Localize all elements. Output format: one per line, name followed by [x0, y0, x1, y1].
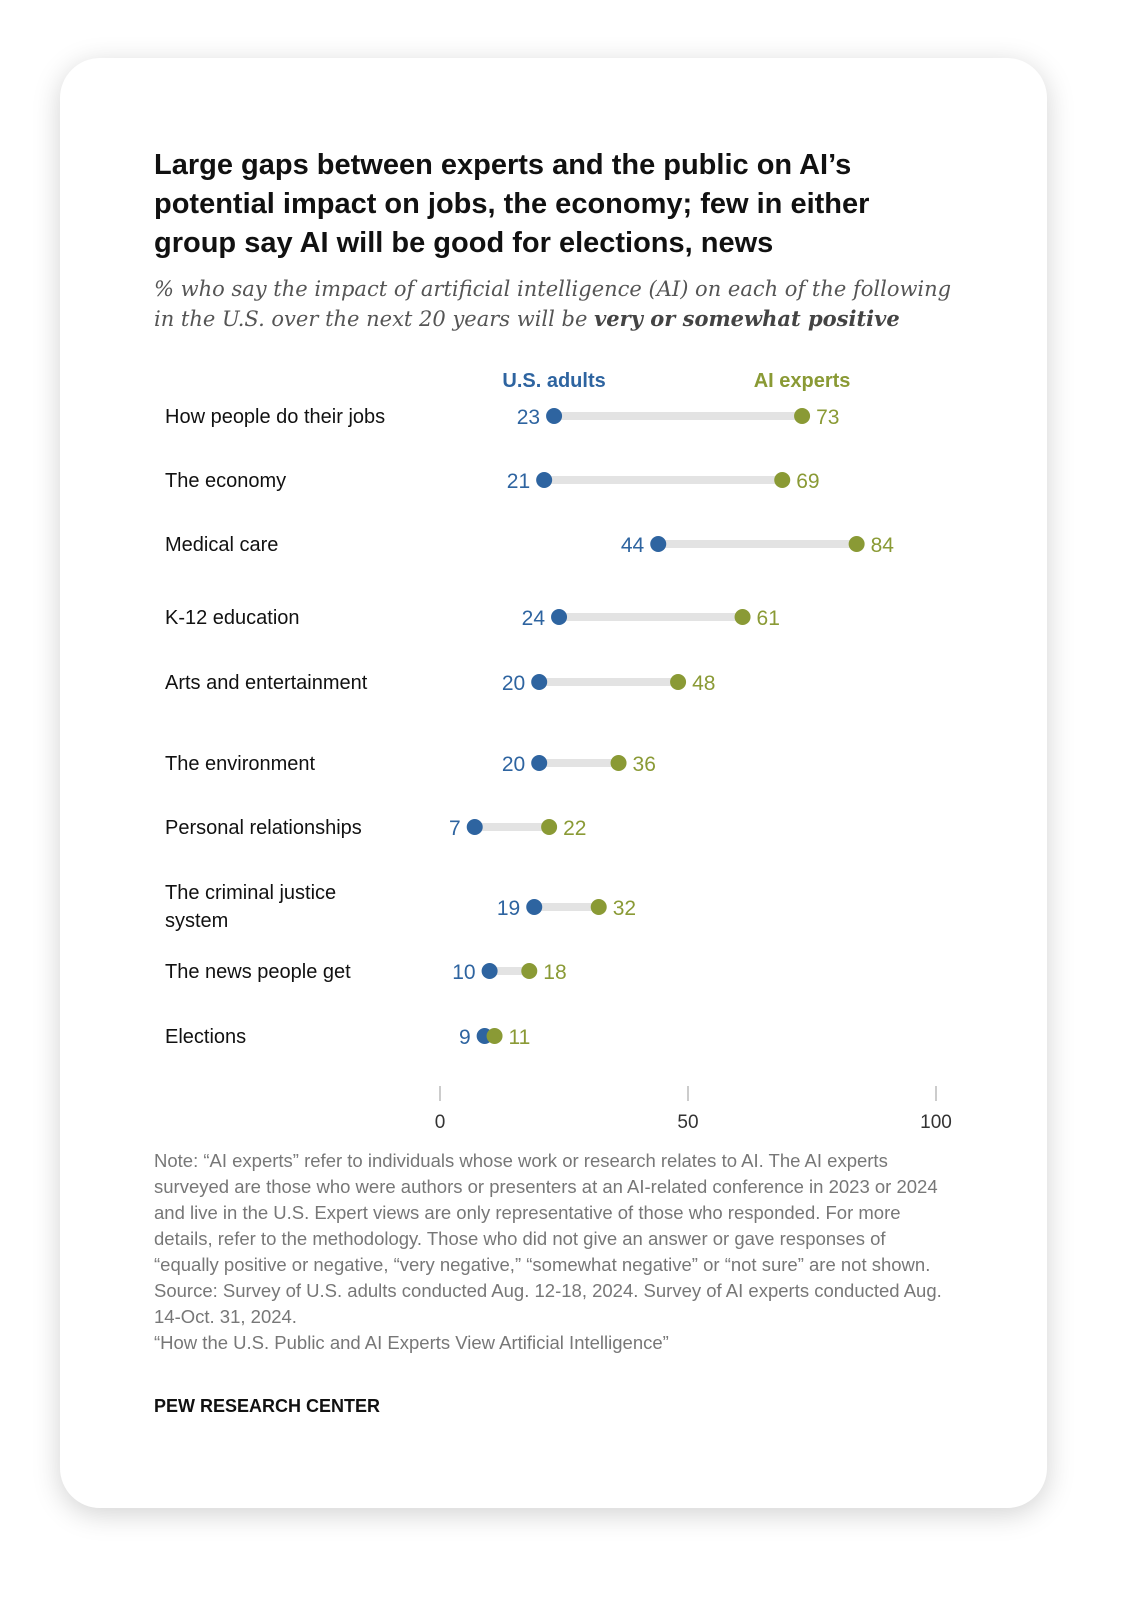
legend-ai-experts: AI experts — [754, 370, 851, 392]
us-adults-dot — [650, 536, 667, 552]
us-adults-dot — [531, 755, 548, 771]
category-label: Medical care — [165, 534, 278, 556]
ai-experts-dot — [670, 674, 687, 690]
category-label: The environment — [165, 753, 316, 775]
report-title: “How the U.S. Public and AI Experts View… — [154, 1332, 669, 1353]
us-adults-value: 9 — [459, 1026, 471, 1049]
ai-experts-dot — [774, 472, 791, 488]
ai-experts-value: 18 — [543, 961, 566, 984]
ai-experts-dot — [610, 755, 627, 771]
us-adults-value: 44 — [621, 534, 645, 557]
ai-experts-value: 73 — [816, 406, 839, 429]
category-label: The economy — [165, 470, 286, 492]
us-adults-value: 10 — [452, 961, 475, 984]
us-adults-value: 20 — [502, 672, 525, 695]
x-tick-label: 0 — [435, 1112, 446, 1133]
subtitle-text: % who say the impact of artificial intel… — [154, 277, 952, 331]
us-adults-dot — [546, 408, 563, 424]
legend-us-adults: U.S. adults — [502, 370, 605, 392]
category-label: K-12 education — [165, 607, 300, 629]
category-label: How people do their jobs — [165, 406, 385, 428]
subtitle-emphasis: very or somewhat positive — [594, 306, 900, 331]
us-adults-dot — [481, 963, 498, 979]
source-text: Source: Survey of U.S. adults conducted … — [154, 1280, 942, 1327]
us-adults-value: 7 — [449, 817, 461, 840]
note-text: Note: “AI experts” refer to individuals … — [154, 1150, 938, 1275]
ai-experts-value: 48 — [692, 672, 715, 695]
ai-experts-value: 11 — [509, 1026, 531, 1049]
ai-experts-dot — [541, 819, 558, 835]
category-label: The criminal justice system — [165, 882, 336, 932]
ai-experts-value: 84 — [871, 534, 895, 557]
pew-logo-text: PEW RESEARCH CENTER — [154, 1396, 381, 1416]
ai-experts-value: 61 — [757, 607, 780, 630]
x-tick-label: 100 — [920, 1112, 952, 1133]
us-adults-dot — [551, 609, 568, 625]
ai-experts-value: 69 — [796, 470, 819, 493]
ai-experts-dot — [734, 609, 751, 625]
us-adults-dot — [526, 899, 543, 915]
ai-experts-value: 32 — [613, 897, 636, 920]
category-label: The news people get — [165, 961, 351, 983]
us-adults-dot — [466, 819, 483, 835]
ai-experts-dot — [848, 536, 865, 552]
category-label: Arts and entertainment — [165, 672, 368, 694]
us-adults-dot — [531, 674, 548, 690]
us-adults-dot — [536, 472, 553, 488]
chart-subtitle: % who say the impact of artificial intel… — [154, 274, 954, 334]
us-adults-value: 20 — [502, 753, 525, 776]
ai-experts-dot — [794, 408, 811, 424]
category-label: Elections — [165, 1026, 246, 1048]
us-adults-value: 21 — [507, 470, 530, 493]
chart-card — [60, 58, 1047, 1508]
us-adults-value: 24 — [522, 607, 546, 630]
ai-experts-value: 36 — [633, 753, 656, 776]
ai-experts-dot — [590, 899, 607, 915]
chart-title: Large gaps between experts and the publi… — [154, 149, 870, 259]
chart-notes: Note: “AI experts” refer to individuals … — [154, 1148, 954, 1356]
us-adults-value: 23 — [517, 406, 540, 429]
category-label: Personal relationships — [165, 817, 362, 839]
ai-experts-dot — [521, 963, 538, 979]
ai-experts-value: 22 — [563, 817, 586, 840]
ai-experts-dot — [486, 1028, 503, 1044]
us-adults-value: 19 — [497, 897, 520, 920]
x-tick-label: 50 — [677, 1112, 698, 1133]
